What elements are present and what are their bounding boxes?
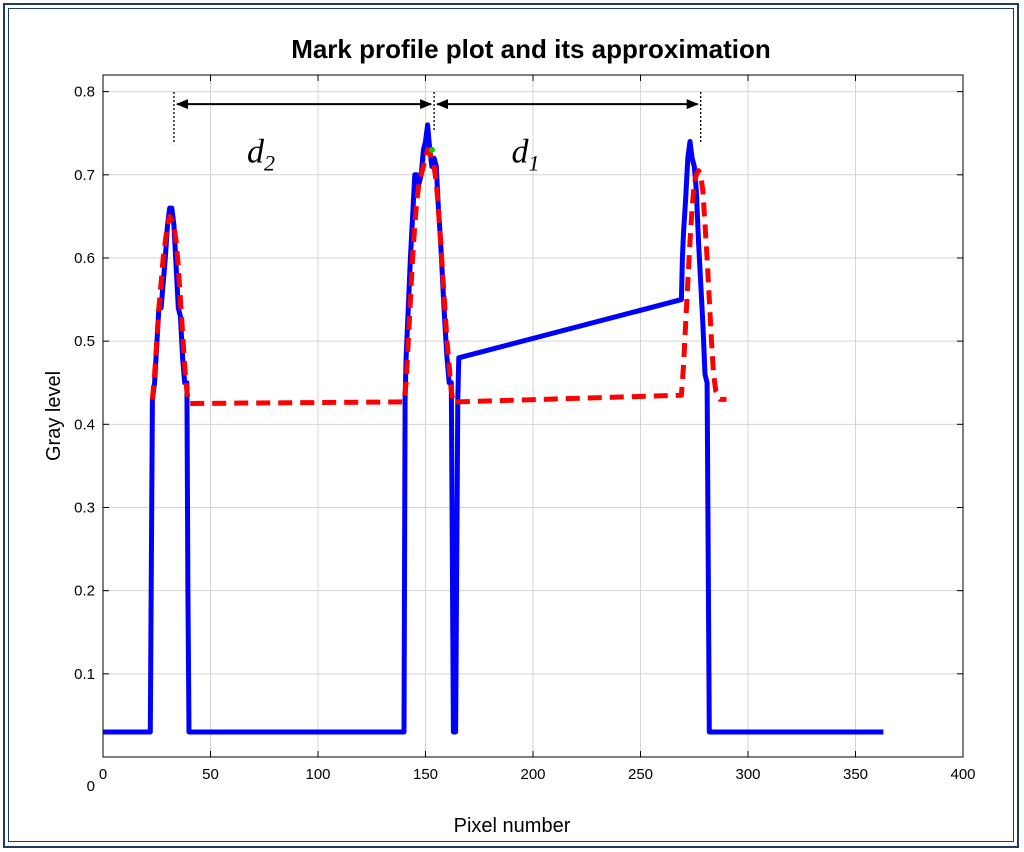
y-tick-label: 0.5 bbox=[74, 333, 95, 350]
y-tick-label: 0.2 bbox=[74, 583, 95, 600]
series-layer bbox=[103, 122, 884, 735]
x-tick-label: 100 bbox=[305, 766, 330, 783]
axis-ticks: 0 50 100 150 200 250 300 350 400 0.1 0.2 0.3 0.4 0.5 0… bbox=[74, 75, 976, 795]
x-tick-label: 250 bbox=[628, 766, 653, 783]
y-tick-label: 0.8 bbox=[74, 84, 95, 101]
y-tick-label: 0.1 bbox=[74, 666, 95, 683]
grid bbox=[103, 75, 963, 757]
x-tick-label: 200 bbox=[520, 766, 545, 783]
x-tick-label: 400 bbox=[950, 766, 975, 783]
figure-inner-frame bbox=[8, 8, 1014, 842]
chart-title: Mark profile plot and its approximation bbox=[291, 34, 771, 64]
annotation-d1-subscript: 1 bbox=[529, 150, 540, 175]
y-tick-label-zero: 0 bbox=[87, 778, 95, 795]
x-tick-label: 150 bbox=[413, 766, 438, 783]
y-axis-label: Gray level bbox=[43, 371, 65, 461]
approximation-series-line bbox=[149, 147, 727, 406]
y-tick-label: 0.4 bbox=[74, 416, 95, 433]
y-tick-label: 0.6 bbox=[74, 250, 95, 267]
x-tick-label: 50 bbox=[202, 766, 219, 783]
x-tick-label: 350 bbox=[843, 766, 868, 783]
y-tick-label: 0.3 bbox=[74, 499, 95, 516]
x-tick-label: 300 bbox=[735, 766, 760, 783]
figure-outer-frame bbox=[3, 3, 1019, 848]
x-tick-label: 0 bbox=[99, 766, 107, 783]
annotation-d2-subscript: 2 bbox=[264, 150, 275, 175]
x-axis-label: Pixel number bbox=[454, 815, 571, 837]
peak-marker bbox=[428, 146, 435, 153]
y-tick-label: 0.7 bbox=[74, 167, 95, 184]
